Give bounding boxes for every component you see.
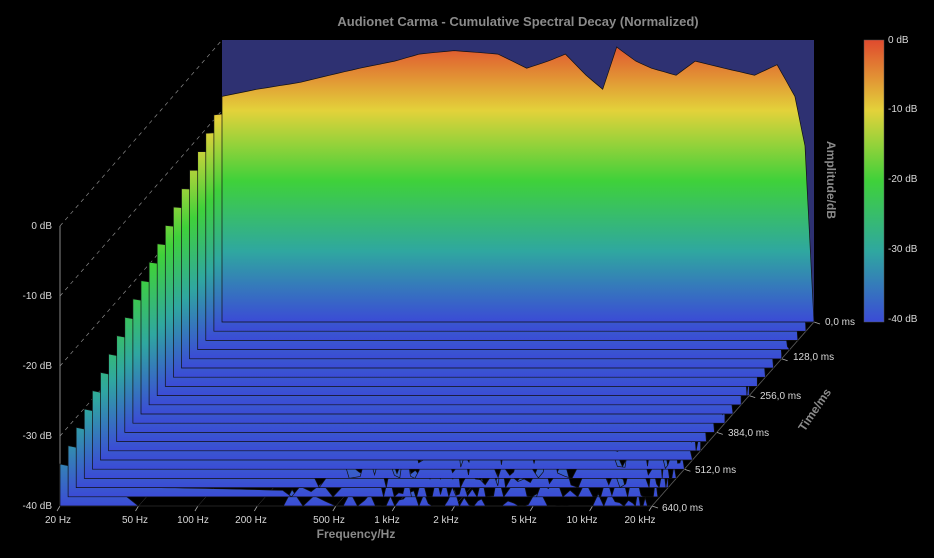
- z-tick-mark: [651, 505, 659, 509]
- x-axis-ticks: 20 Hz 50 Hz 100 Hz 200 Hz 500 Hz 1 kHz 2…: [45, 515, 656, 526]
- depth-gridline: [59, 180, 223, 367]
- decay-slice: [221, 46, 815, 323]
- colorbar-label: -20 dB: [888, 174, 918, 185]
- colorbar-label: -10 dB: [888, 104, 918, 115]
- colorbar-label: -30 dB: [888, 244, 918, 255]
- z-tick-label: 256,0 ms: [760, 391, 801, 402]
- y-tick-label: -20 dB: [23, 361, 53, 372]
- x-tick-label: 100 Hz: [177, 515, 209, 526]
- z-axis-ticks: 0,0 ms 128,0 ms 256,0 ms 384,0 ms 512,0 …: [662, 317, 855, 514]
- x-tick-mark: [332, 505, 337, 512]
- y-tick-label: 0 dB: [31, 221, 52, 232]
- x-tick-mark: [135, 505, 139, 512]
- colorbar: [863, 39, 885, 323]
- decay-slices: [59, 46, 815, 507]
- x-tick-label: 20 kHz: [624, 515, 655, 526]
- z-axis-label: Time/ms: [795, 385, 834, 433]
- z-tick-mark: [813, 321, 821, 325]
- z-tick-mark: [716, 432, 723, 435]
- y-axis-label: Amplitude/dB: [824, 141, 838, 219]
- x-tick-mark: [56, 505, 61, 512]
- z-tick-label: 512,0 ms: [695, 465, 736, 476]
- x-axis-label: Frequency/Hz: [317, 527, 396, 541]
- depth-gridline: [59, 39, 223, 227]
- x-tick-mark: [253, 505, 258, 512]
- x-tick-mark: [451, 505, 456, 512]
- z-tick-label: 0,0 ms: [825, 317, 855, 328]
- chart-title: Audionet Carma - Cumulative Spectral Dec…: [337, 14, 698, 29]
- x-tick-label: 500 Hz: [313, 515, 345, 526]
- colorbar-ticks: 0 dB -10 dB -20 dB -30 dB -40 dB: [888, 35, 918, 325]
- x-tick-label: 20 Hz: [45, 515, 71, 526]
- colorbar-label: 0 dB: [888, 35, 909, 46]
- x-tick-label: 1 kHz: [374, 515, 400, 526]
- colorbar-label: -40 dB: [888, 314, 918, 325]
- y-tick-label: -10 dB: [23, 291, 53, 302]
- z-tick-mark: [781, 358, 788, 362]
- z-tick-label: 128,0 ms: [793, 352, 834, 363]
- x-tick-label: 2 kHz: [433, 515, 459, 526]
- z-tick-mark: [684, 468, 691, 472]
- y-tick-label: -30 dB: [23, 431, 53, 442]
- z-tick-label: 640,0 ms: [662, 503, 703, 514]
- x-tick-mark: [391, 505, 396, 512]
- y-tick-label: -40 dB: [23, 501, 53, 512]
- z-tick-label: 384,0 ms: [728, 428, 769, 439]
- x-tick-mark: [589, 505, 593, 512]
- depth-gridline: [59, 110, 223, 297]
- x-tick-mark: [648, 505, 653, 512]
- x-tick-label: 5 kHz: [511, 515, 537, 526]
- x-tick-label: 50 Hz: [122, 515, 148, 526]
- z-tick-mark: [749, 395, 756, 398]
- x-tick-mark: [194, 505, 199, 512]
- x-tick-label: 200 Hz: [235, 515, 267, 526]
- x-tick-mark: [529, 505, 534, 512]
- x-tick-label: 10 kHz: [566, 515, 597, 526]
- y-axis-ticks: 0 dB -10 dB -20 dB -30 dB -40 dB: [23, 221, 53, 512]
